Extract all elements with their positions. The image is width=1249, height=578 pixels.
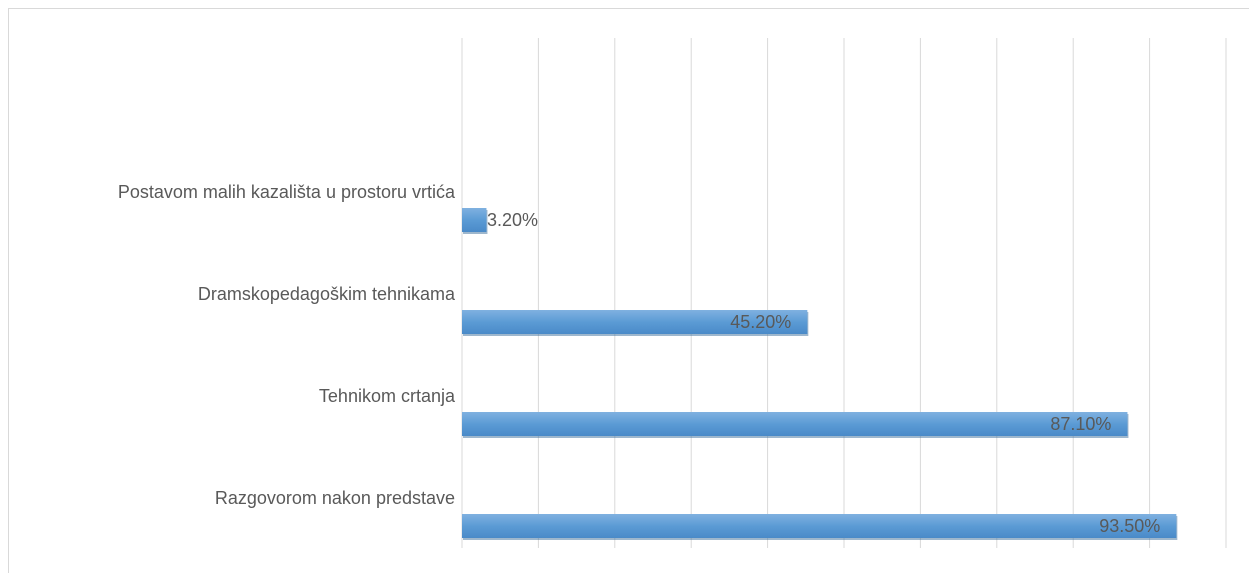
chart-frame (9, 9, 1249, 574)
data-label: 87.10% (1050, 414, 1111, 434)
bar (462, 514, 1176, 538)
category-label: Razgovorom nakon predstave (215, 488, 455, 508)
data-label: 45.20% (730, 312, 791, 332)
category-label: Dramskopedagoškim tehnikama (198, 284, 456, 304)
data-label: 93.50% (1099, 516, 1160, 536)
bar (462, 208, 486, 232)
data-label: 3.20% (487, 210, 538, 230)
category-label: Tehnikom crtanja (319, 386, 456, 406)
bar (462, 412, 1127, 436)
category-label: Postavom malih kazališta u prostoru vrti… (118, 182, 456, 202)
